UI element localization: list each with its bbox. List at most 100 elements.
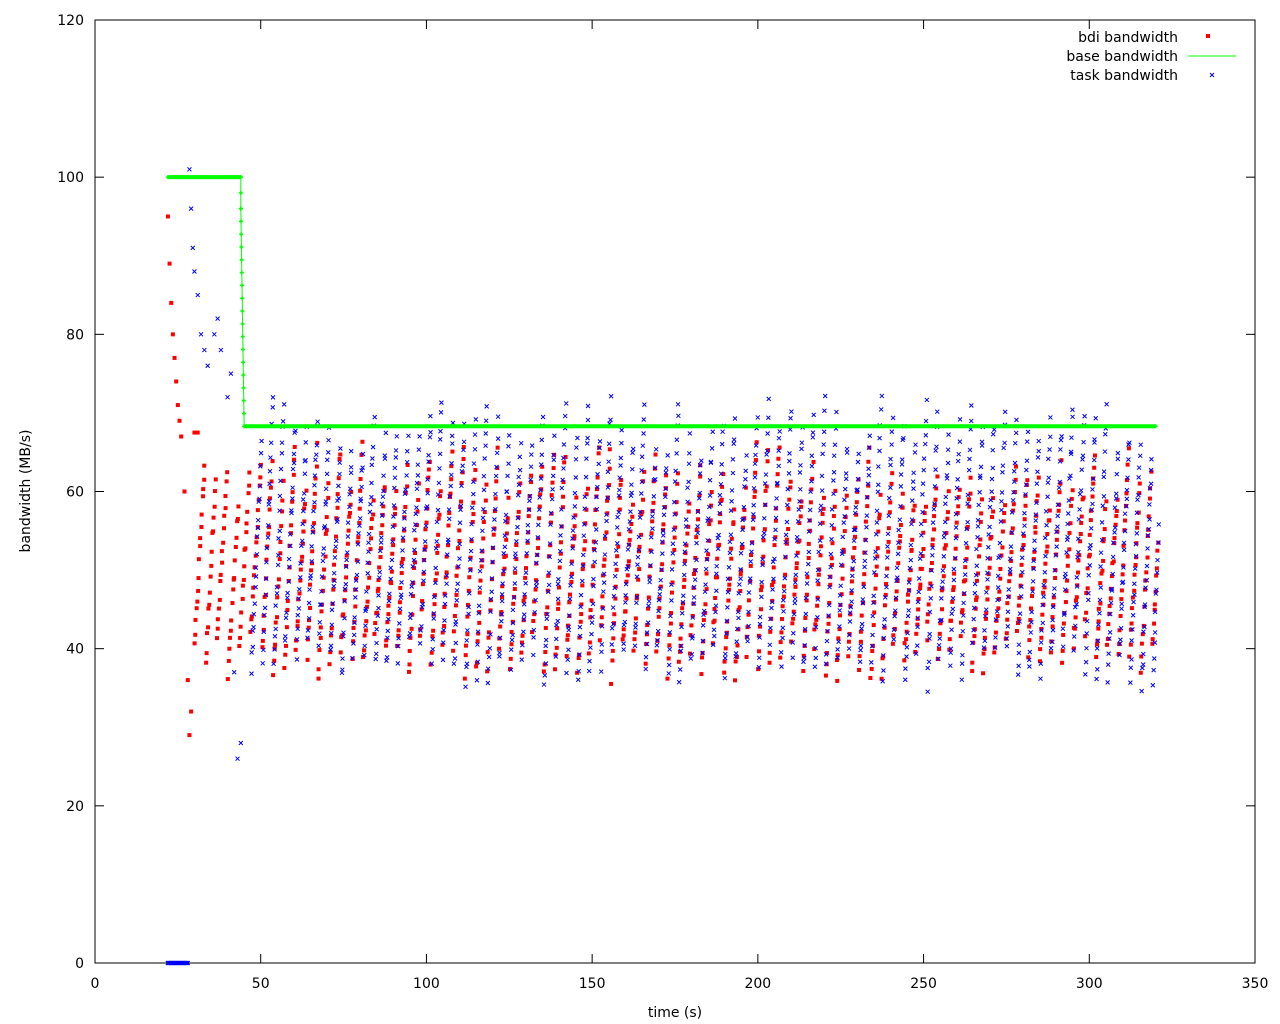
bdi-point [446, 523, 451, 528]
bdi-point [974, 595, 979, 600]
task-point [414, 480, 420, 486]
task-point [846, 632, 852, 638]
task-point [324, 471, 330, 477]
bdi-point [393, 506, 398, 511]
task-point [805, 561, 811, 567]
bdi-point [617, 532, 622, 537]
task-point [540, 414, 546, 420]
bdi-point [781, 594, 786, 599]
bdi-point [357, 520, 362, 525]
bdi-point [941, 564, 946, 569]
task-point [639, 479, 645, 485]
bdi-point [435, 543, 440, 548]
task-point [385, 628, 391, 634]
task-point [637, 509, 643, 515]
task-point [336, 495, 342, 501]
task-point [969, 640, 975, 646]
task-point [650, 526, 655, 532]
task-point [1007, 566, 1013, 572]
x-tick-label: 100 [413, 976, 440, 992]
bdi-point [255, 525, 260, 530]
task-point [632, 643, 638, 649]
bdi-point [1105, 636, 1110, 641]
bdi-point [719, 497, 724, 502]
bdi-point [522, 595, 527, 600]
task-point [399, 579, 404, 585]
task-point [909, 521, 914, 527]
task-point [678, 648, 684, 654]
task-point [521, 601, 527, 607]
bdi-point [558, 551, 563, 556]
task-point [761, 515, 767, 521]
bdi-point [519, 650, 524, 655]
bdi-point [417, 633, 422, 638]
task-point [935, 656, 941, 662]
bdi-point [617, 507, 622, 512]
task-point [759, 594, 764, 600]
task-point [1077, 491, 1083, 497]
task-point [340, 656, 345, 661]
task-point [593, 539, 599, 545]
bdi-point [480, 558, 485, 563]
bdi-point [696, 517, 701, 522]
bdi-point [916, 597, 921, 602]
task-point [606, 459, 611, 465]
task-point [363, 623, 368, 629]
task-point [1100, 503, 1106, 509]
bdi-point [888, 500, 893, 505]
task-point [851, 538, 857, 544]
task-point [380, 494, 386, 500]
task-point [890, 415, 896, 421]
task-point [871, 600, 876, 606]
bdi-point [1134, 555, 1139, 560]
task-point [694, 540, 699, 546]
bdi-point [704, 571, 709, 576]
task-point [261, 629, 267, 635]
task-point [837, 593, 843, 598]
bdi-point [177, 418, 182, 423]
bdi-point [723, 646, 728, 651]
bdi-point [379, 546, 384, 551]
bdi-point [450, 449, 455, 454]
bdi-point [882, 603, 887, 608]
bdi-point [244, 530, 249, 535]
bdi-point [182, 489, 187, 494]
task-point [792, 600, 798, 606]
bdi-point [943, 543, 948, 548]
task-point [1138, 442, 1144, 448]
bdi-point [270, 459, 275, 464]
bdi-point [1038, 647, 1043, 652]
task-point [1140, 651, 1146, 657]
bdi-point [967, 504, 972, 509]
task-point [274, 584, 280, 590]
bdi-point [298, 578, 303, 583]
bdi-point [1021, 543, 1026, 548]
task-point [932, 501, 937, 507]
bdi-point [686, 524, 691, 529]
task-point [286, 579, 292, 584]
bdi-point [701, 618, 706, 623]
task-point [613, 548, 619, 553]
bdi-point [813, 622, 818, 627]
task-point [582, 494, 588, 500]
bdi-point [401, 538, 406, 543]
task-point [762, 481, 768, 486]
task-point [686, 479, 691, 485]
task-point [562, 413, 568, 419]
task-point [431, 594, 437, 600]
task-point [433, 565, 439, 571]
bdi-point [995, 613, 1000, 618]
task-point [768, 625, 773, 631]
bdi-point [989, 534, 994, 539]
task-point [1108, 600, 1114, 606]
bdi-point [514, 531, 519, 536]
task-point [873, 531, 879, 537]
bdi-point [1144, 570, 1149, 575]
task-point [386, 616, 391, 622]
bdi-point [832, 504, 837, 509]
bdi-point [421, 571, 426, 576]
bdi-point [806, 556, 811, 561]
task-point [553, 636, 559, 642]
task-point [991, 427, 997, 432]
bdi-point [1018, 573, 1023, 578]
